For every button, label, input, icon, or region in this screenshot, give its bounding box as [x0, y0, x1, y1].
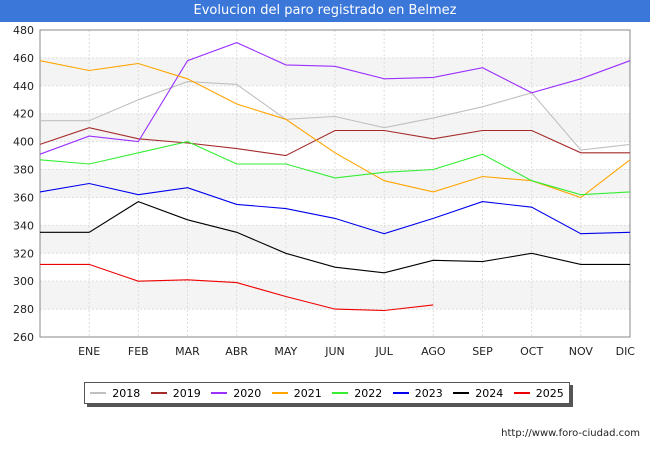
legend-item-2025: 2025 — [513, 386, 564, 400]
y-tick-label: 340 — [13, 219, 34, 232]
x-tick-label: JUL — [374, 345, 393, 358]
legend-label: 2022 — [354, 386, 383, 400]
source-url: http://www.foro-ciudad.com — [501, 428, 640, 439]
series-line-2025 — [40, 263, 434, 312]
plot-border — [39, 29, 631, 338]
y-tick-label: 400 — [13, 136, 34, 149]
x-tick-label: AGO — [421, 345, 446, 358]
legend-label: 2023 — [414, 386, 443, 400]
x-tick-label: MAR — [175, 345, 200, 358]
y-tick-label: 360 — [13, 191, 34, 204]
x-tick-label: SEP — [472, 345, 493, 358]
series-line-2019 — [39, 127, 630, 157]
y-tick-labels: 260 280 300 320 340 360 380 400 420 440 460 480 — [13, 24, 34, 344]
legend-label: 2021 — [293, 386, 322, 400]
legend-label: 2019 — [172, 386, 201, 400]
legend-swatch — [453, 392, 470, 394]
legend-label: 2020 — [233, 386, 262, 400]
series-lines — [39, 42, 631, 312]
legend-swatch — [513, 392, 530, 394]
y-tick-label: 480 — [13, 24, 34, 37]
y-tick-label: 420 — [13, 108, 34, 121]
y-tick-label: 320 — [13, 247, 34, 260]
legend-swatch — [332, 392, 349, 394]
x-tick-label: JUN — [324, 345, 345, 358]
legend-item-2023: 2023 — [392, 386, 443, 400]
axes — [39, 29, 631, 338]
legend-swatch — [211, 392, 228, 394]
chart-title: Evolucion del paro registrado en Belmez — [0, 0, 650, 22]
y-tick-label: 380 — [13, 164, 34, 177]
x-tick-label: FEB — [128, 345, 149, 358]
legend-item-2019: 2019 — [150, 386, 201, 400]
x-tick-label: MAY — [274, 345, 297, 358]
y-tick-label: 260 — [13, 331, 34, 344]
legend-label: 2018 — [112, 386, 141, 400]
legend-item-2024: 2024 — [453, 387, 503, 400]
x-tick-label: NOV — [569, 345, 594, 358]
series-line-2024 — [40, 200, 630, 274]
legend: 2018 2019 2020 2021 2022 2023 2024 2025 — [84, 382, 570, 404]
legend-swatch — [150, 392, 167, 394]
legend-swatch — [90, 392, 107, 394]
series-line-2023 — [39, 182, 631, 235]
x-tick-label: DIC — [616, 345, 636, 358]
legend-item-2018: 2018 — [90, 387, 140, 400]
legend-swatch — [271, 392, 288, 394]
y-tick-label: 460 — [13, 52, 34, 65]
x-tick-labels: ENE FEB MAR ABR MAY JUN JUL AGO SEP OCT NOV DIC — [78, 345, 635, 358]
legend-item-2020: 2020 — [211, 387, 261, 400]
x-tick-label: ENE — [78, 345, 100, 358]
y-tick-label: 300 — [13, 275, 34, 288]
series-line-2022 — [39, 141, 631, 196]
y-tick-label: 280 — [13, 303, 34, 316]
legend-swatch — [392, 392, 409, 394]
legend-item-2021: 2021 — [271, 386, 322, 400]
legend-label: 2024 — [475, 386, 504, 400]
legend-label: 2025 — [535, 386, 564, 400]
x-tick-label: OCT — [520, 345, 543, 358]
y-tick-label: 440 — [13, 80, 34, 93]
series-line-2020 — [39, 42, 631, 155]
x-tick-label: ABR — [225, 345, 248, 358]
legend-item-2022: 2022 — [332, 387, 382, 400]
